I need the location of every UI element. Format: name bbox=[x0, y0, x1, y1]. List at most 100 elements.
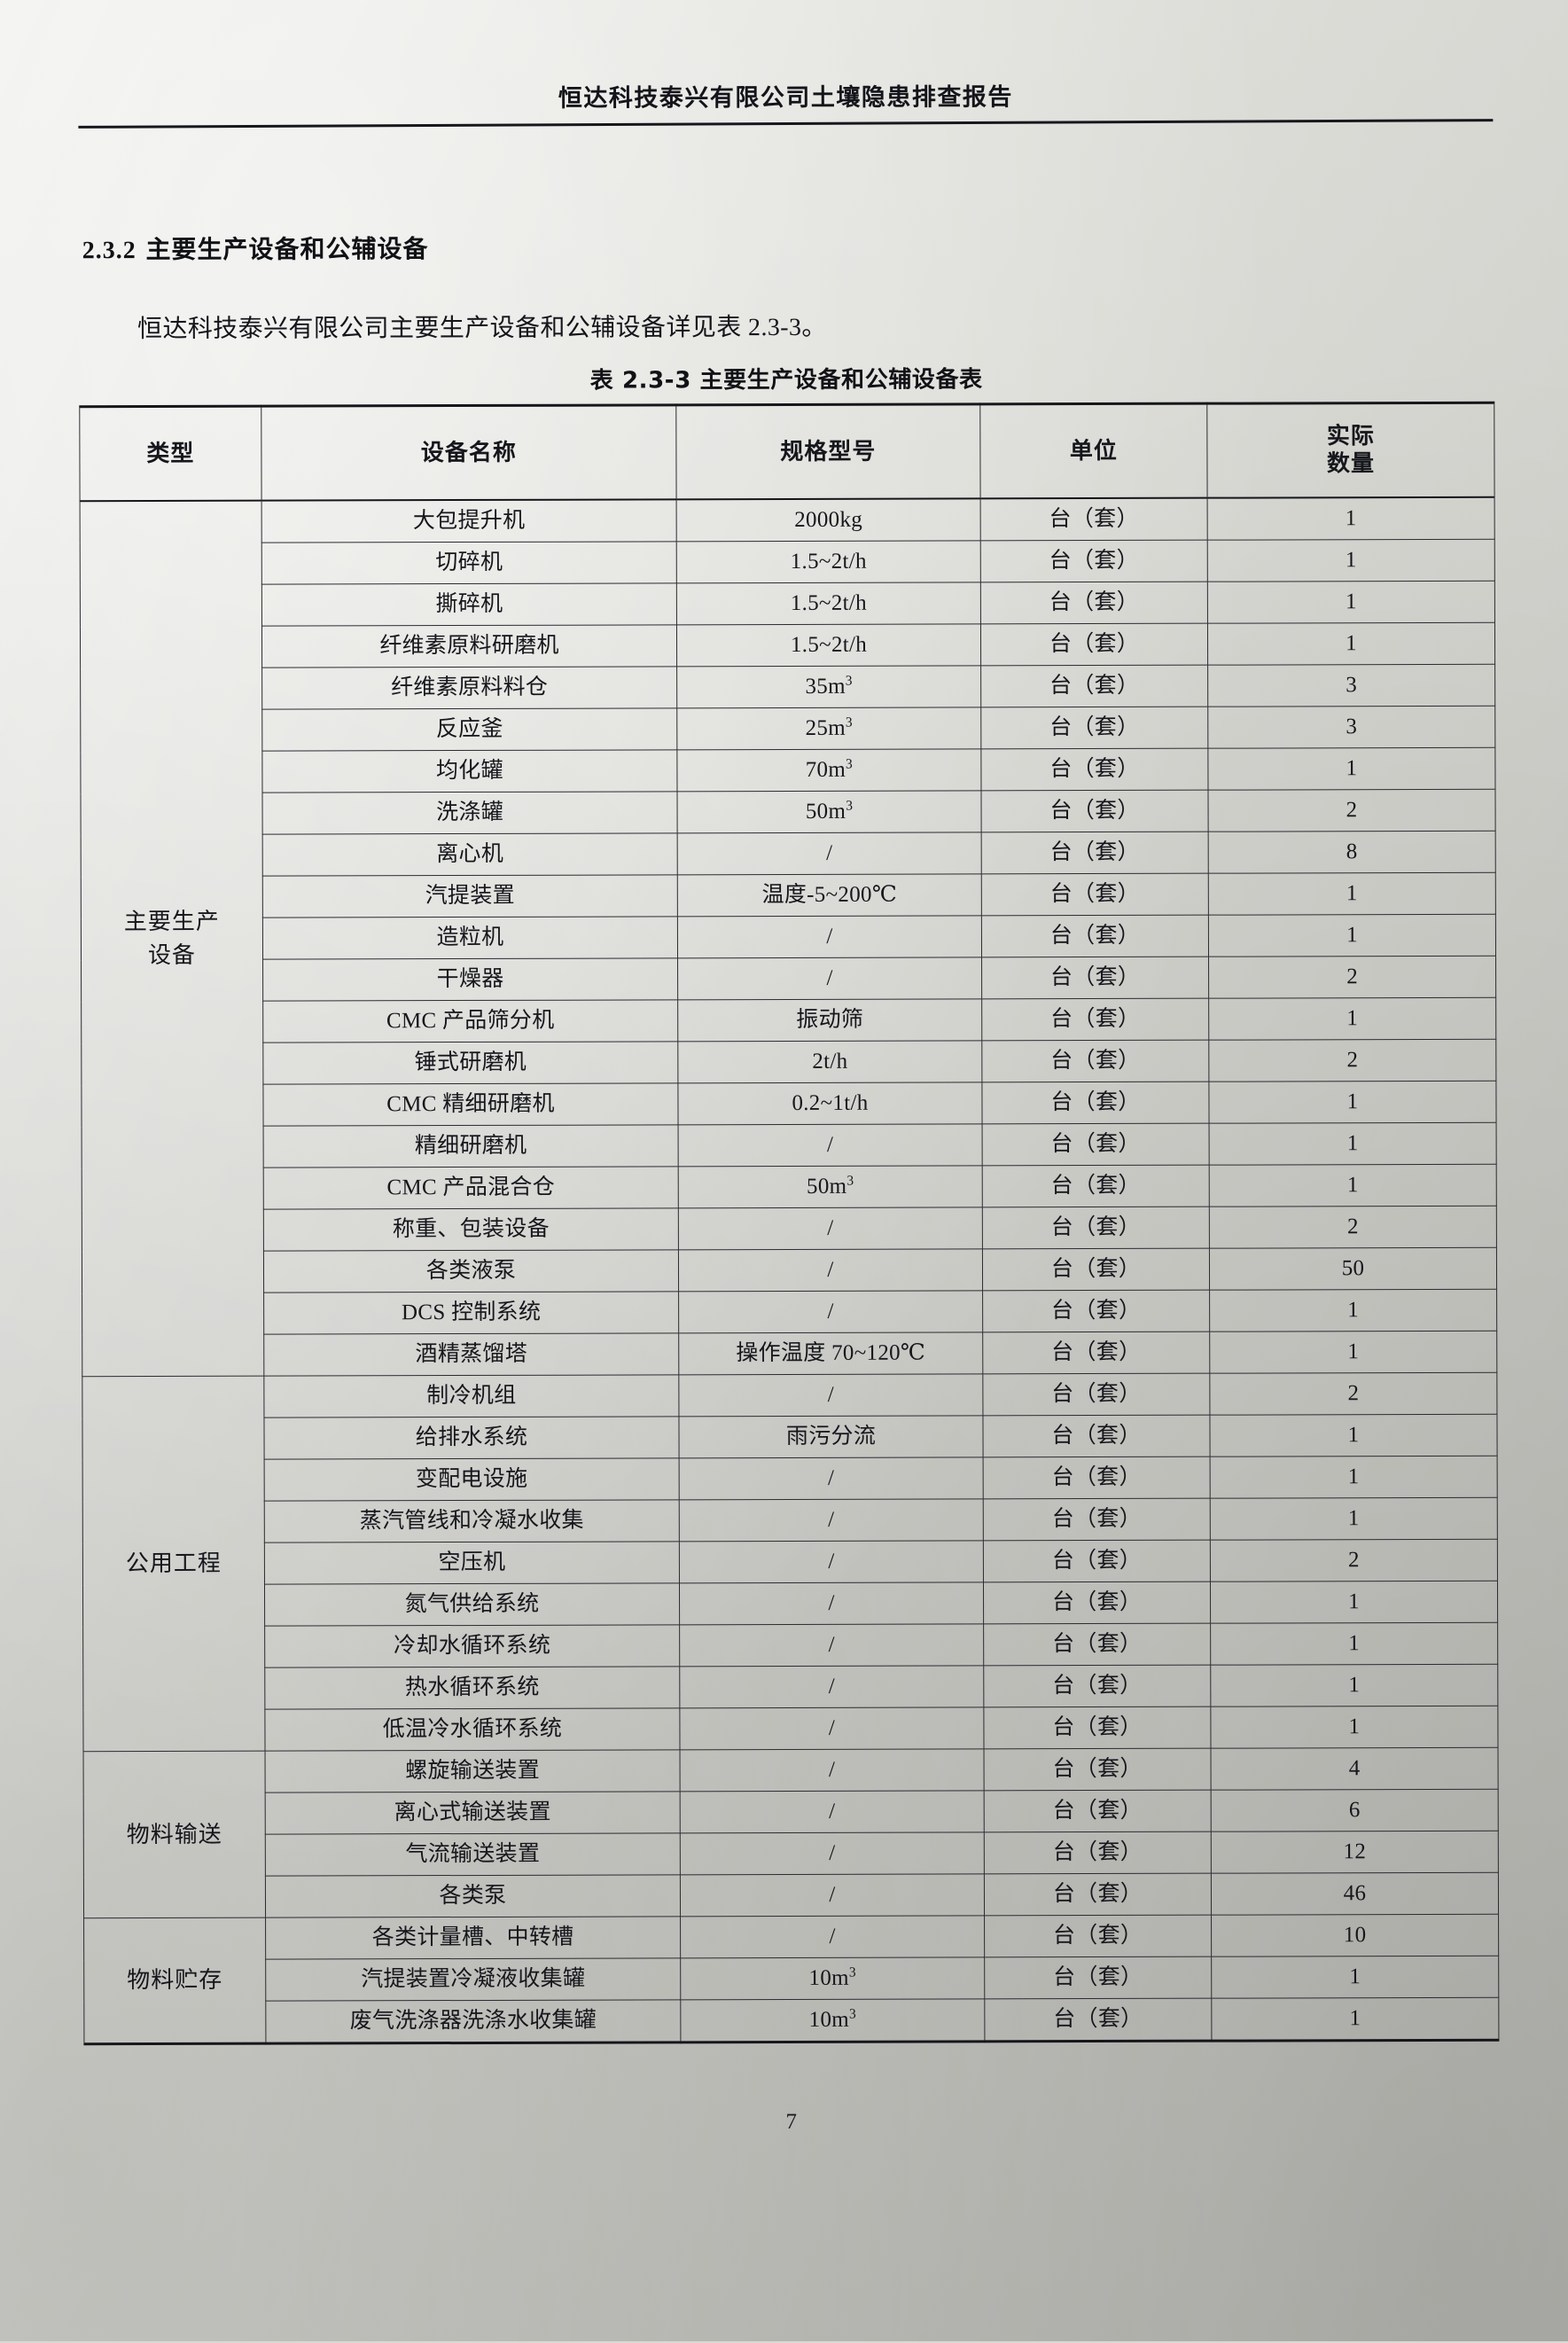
equipment-name-cell: 各类计量槽、中转槽 bbox=[265, 1916, 681, 1960]
equipment-qty-cell: 3 bbox=[1207, 706, 1495, 749]
equipment-spec-cell: / bbox=[680, 1831, 985, 1875]
equipment-name-cell: DCS 控制系统 bbox=[263, 1291, 679, 1335]
table-row: 给排水系统 雨污分流 台（套） 1 bbox=[82, 1414, 1498, 1460]
equipment-spec-cell: / bbox=[677, 832, 982, 875]
equipment-qty-cell: 1 bbox=[1210, 1706, 1499, 1749]
category-cell: 公用工程 bbox=[82, 1376, 266, 1752]
equipment-unit-cell: 台（套） bbox=[981, 873, 1209, 916]
equipment-spec-cell: 振动筛 bbox=[677, 998, 982, 1042]
column-header-qty: 实际 数量 bbox=[1206, 402, 1495, 498]
equipment-qty-cell: 1 bbox=[1209, 1289, 1497, 1332]
table-caption: 表 2.3-3 主要生产设备和公辅设备表 bbox=[589, 366, 983, 394]
equipment-unit-cell: 台（套） bbox=[980, 497, 1208, 541]
spec-superscript: 3 bbox=[848, 2006, 857, 2022]
table-row: CMC 产品筛分机 振动筛 台（套） 1 bbox=[82, 997, 1496, 1043]
equipment-qty-cell: 1 bbox=[1210, 1581, 1498, 1624]
equipment-unit-cell: 台（套） bbox=[983, 1540, 1211, 1582]
table-row: 气流输送装置 / 台（套） 12 bbox=[83, 1831, 1499, 1877]
equipment-unit-cell: 台（套） bbox=[983, 1706, 1212, 1749]
equipment-name-cell: 热水循环系统 bbox=[264, 1666, 680, 1710]
table-row: 物料贮存 各类计量槽、中转槽 / 台（套） 10 bbox=[83, 1914, 1499, 2044]
equipment-unit-cell: 台（套） bbox=[981, 1082, 1210, 1124]
equipment-name-cell: 冷却水循环系统 bbox=[264, 1624, 680, 1668]
column-header-qty-line2: 数量 bbox=[1326, 450, 1376, 478]
column-header-unit: 单位 bbox=[979, 403, 1208, 499]
equipment-spec-cell: 2000kg bbox=[676, 498, 981, 542]
equipment-name-cell: 撕碎机 bbox=[261, 582, 677, 627]
equipment-spec-cell: / bbox=[680, 1748, 985, 1792]
equipment-qty-cell: 1 bbox=[1210, 1622, 1498, 1666]
equipment-unit-cell: 台（套） bbox=[983, 1457, 1211, 1499]
equipment-unit-cell: 台（套） bbox=[984, 1748, 1212, 1791]
spec-superscript: 3 bbox=[845, 715, 854, 730]
equipment-unit-cell: 台（套） bbox=[984, 1873, 1212, 1916]
equipment-name-cell: 给排水系统 bbox=[263, 1416, 680, 1460]
equipment-unit-cell: 台（套） bbox=[984, 1831, 1212, 1874]
table-row: 冷却水循环系统 / 台（套） 1 bbox=[83, 1622, 1498, 1668]
equipment-qty-cell: 1 bbox=[1209, 1331, 1497, 1374]
table-row: 切碎机 1.5~2t/h 台（套） 1 bbox=[80, 539, 1495, 585]
category-cell: 物料输送 bbox=[83, 1751, 266, 1918]
equipment-qty-cell: 1 bbox=[1209, 1164, 1497, 1207]
equipment-spec-cell: 70m3 bbox=[676, 748, 981, 792]
table-row: 离心式输送装置 / 台（套） 6 bbox=[83, 1789, 1499, 1835]
equipment-spec-cell: / bbox=[678, 1207, 983, 1250]
equipment-qty-cell: 12 bbox=[1211, 1831, 1499, 1874]
equipment-name-cell: 空压机 bbox=[264, 1541, 680, 1585]
equipment-qty-cell: 10 bbox=[1211, 1914, 1499, 1957]
equipment-unit-cell: 台（套） bbox=[983, 1498, 1211, 1541]
equipment-name-cell: 汽提装置冷凝液收集罐 bbox=[265, 1957, 681, 2002]
equipment-name-cell: 氮气供给系统 bbox=[264, 1582, 680, 1627]
equipment-unit-cell: 台（套） bbox=[982, 1415, 1211, 1457]
equipment-qty-cell: 2 bbox=[1208, 956, 1496, 999]
equipment-unit-cell: 台（套） bbox=[981, 915, 1209, 957]
equipment-table: 类型 设备名称 规格型号 单位 实际 数量 主要生产 设备 大包提升机 2000kg 台… bbox=[79, 401, 1500, 2046]
table-row: 各类泵 / 台（套） 46 bbox=[83, 1872, 1499, 1918]
table-row: 汽提装置冷凝液收集罐 10m3 台（套） 1 bbox=[84, 1956, 1499, 2002]
equipment-qty-cell: 1 bbox=[1209, 1414, 1498, 1457]
equipment-spec-cell: 温度-5~200℃ bbox=[677, 873, 982, 917]
equipment-name-cell: 废气洗涤器洗涤水收集罐 bbox=[265, 1999, 681, 2044]
table-header-row: 类型 设备名称 规格型号 单位 实际 数量 bbox=[79, 402, 1495, 502]
equipment-qty-cell: 8 bbox=[1208, 831, 1496, 874]
table-row: 酒精蒸馏塔 操作温度 70~120℃ 台（套） 1 bbox=[82, 1331, 1497, 1377]
equipment-spec-cell: / bbox=[679, 1582, 984, 1625]
equipment-qty-cell: 2 bbox=[1208, 1039, 1496, 1082]
table-row: 撕碎机 1.5~2t/h 台（套） 1 bbox=[80, 581, 1495, 627]
equipment-unit-cell: 台（套） bbox=[980, 790, 1209, 832]
section-heading: 2.3.2 主要生产设备和公辅设备 bbox=[82, 230, 429, 266]
equipment-name-cell: 切碎机 bbox=[261, 541, 677, 585]
equipment-table-wrapper: 类型 设备名称 规格型号 单位 实际 数量 主要生产 设备 大包提升机 2000kg 台… bbox=[79, 401, 1500, 2046]
equipment-unit-cell: 台（套） bbox=[982, 1165, 1210, 1207]
header-rule bbox=[78, 119, 1494, 129]
equipment-qty-cell: 1 bbox=[1208, 872, 1496, 916]
equipment-qty-cell: 1 bbox=[1207, 747, 1495, 791]
equipment-unit-cell: 台（套） bbox=[984, 1956, 1212, 1999]
category-line2: 设备 bbox=[147, 941, 197, 969]
equipment-unit-cell: 台（套） bbox=[981, 998, 1209, 1041]
table-row: 造粒机 / 台（套） 1 bbox=[81, 914, 1496, 960]
equipment-qty-cell: 2 bbox=[1209, 1206, 1497, 1249]
table-row: 洗涤罐 50m3 台（套） 2 bbox=[81, 789, 1496, 835]
section-number: 2.3.2 bbox=[82, 237, 137, 265]
equipment-name-cell: 大包提升机 bbox=[261, 499, 677, 543]
equipment-qty-cell: 2 bbox=[1209, 1372, 1497, 1416]
equipment-qty-cell: 2 bbox=[1210, 1539, 1498, 1582]
table-row: 空压机 / 台（套） 2 bbox=[82, 1539, 1498, 1585]
equipment-unit-cell: 台（套） bbox=[982, 1290, 1210, 1332]
table-row: DCS 控制系统 / 台（套） 1 bbox=[82, 1289, 1497, 1335]
equipment-qty-cell: 1 bbox=[1207, 581, 1495, 624]
equipment-spec-cell: 35m3 bbox=[676, 665, 981, 708]
section-title: 主要生产设备和公辅设备 bbox=[145, 234, 429, 265]
equipment-qty-cell: 3 bbox=[1207, 664, 1495, 707]
equipment-unit-cell: 台（套） bbox=[984, 1998, 1212, 2042]
equipment-qty-cell: 1 bbox=[1208, 1081, 1497, 1124]
equipment-qty-cell: 1 bbox=[1211, 1956, 1499, 1999]
table-row: 废气洗涤器洗涤水收集罐 10m3 台（套） 1 bbox=[84, 1997, 1499, 2044]
equipment-qty-cell: 1 bbox=[1211, 1997, 1499, 2042]
column-header-qty-line1: 实际 bbox=[1326, 423, 1375, 450]
equipment-spec-cell: 50m3 bbox=[678, 1165, 983, 1208]
equipment-spec-cell: / bbox=[679, 1665, 984, 1708]
table-row: 汽提装置 温度-5~200℃ 台（套） 1 bbox=[81, 872, 1496, 918]
equipment-name-cell: 汽提装置 bbox=[262, 874, 678, 918]
